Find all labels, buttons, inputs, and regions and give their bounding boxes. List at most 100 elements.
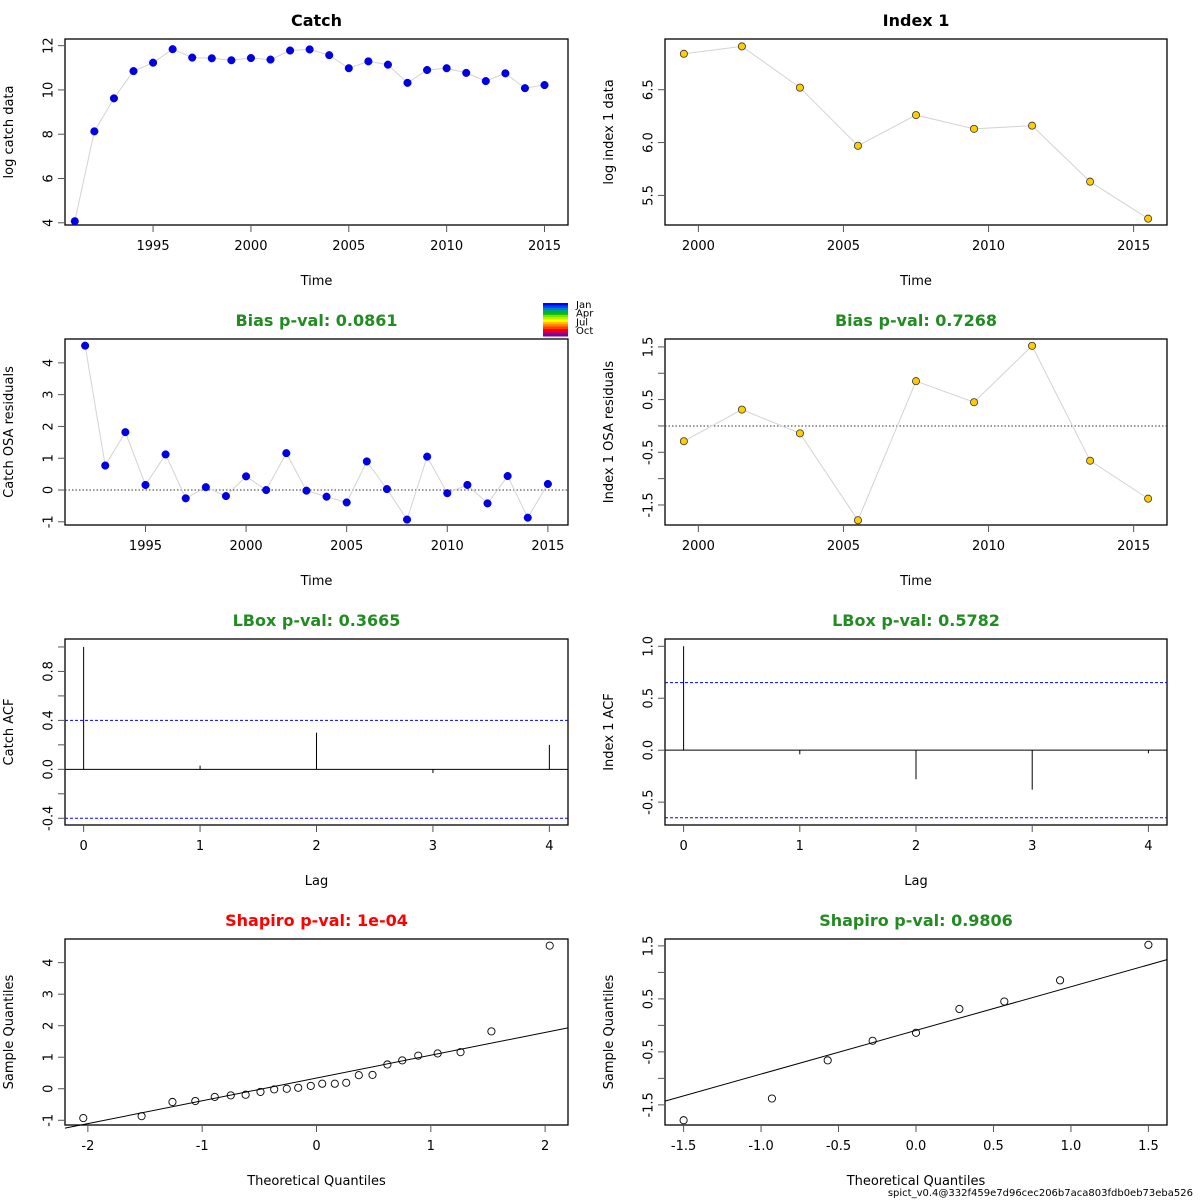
x-axis-label: Time — [300, 574, 333, 589]
qq-point — [226, 1091, 235, 1100]
x-tick-label: 2010 — [430, 239, 463, 254]
qq-reference-line — [664, 959, 1168, 1102]
y-tick-label: -0.4 — [42, 806, 57, 831]
x-tick-label: 2010 — [972, 539, 1005, 554]
data-marks — [679, 42, 1153, 223]
x-tick-label: 2005 — [332, 239, 365, 254]
plot-frame — [64, 938, 569, 1126]
x-tick-label: 0.5 — [983, 1139, 1004, 1154]
x-tick-label: 2 — [912, 839, 920, 854]
data-point — [70, 217, 79, 226]
series-line — [683, 345, 1149, 522]
y-axis: -0.4 0.0 0.4 0.8 — [42, 646, 65, 831]
x-axis: 1995 2000 2005 2010 2015 — [129, 525, 564, 554]
qq-point — [282, 1084, 291, 1093]
data-point — [90, 127, 99, 136]
data-point — [201, 483, 210, 492]
data-point — [462, 68, 471, 77]
qq-point — [241, 1090, 250, 1099]
y-tick-label: -1 — [42, 515, 57, 528]
y-axis: -1.5 -0.5 0.5 1.5 — [642, 337, 665, 518]
data-point — [342, 498, 351, 507]
x-tick-label: 2015 — [531, 539, 564, 554]
x-tick-label: 2 — [541, 1139, 549, 1154]
y-tick-label: 6.5 — [642, 79, 657, 100]
x-tick-label: -1.5 — [671, 1139, 696, 1154]
y-tick-label: 0.5 — [642, 989, 657, 1010]
data-marks — [64, 941, 569, 1129]
data-point — [1086, 456, 1095, 465]
y-tick-label: 6 — [42, 174, 57, 182]
data-point — [423, 65, 432, 75]
panel-index-data: Index 1 2000 2005 2010 2015 5.5 6.0 6.5 Time log … — [602, 11, 1168, 289]
data-point — [970, 124, 979, 133]
plot-frame — [664, 938, 1168, 1126]
data-point — [221, 492, 231, 501]
y-axis: -1 0 1 2 3 4 — [42, 359, 65, 528]
panel-index-residuals: Bias p-val: 0.7268 2000 2005 2010 2015 -1.5 -0… — [602, 311, 1168, 589]
plot-frame — [64, 638, 569, 826]
legend-color-swatch — [543, 324, 568, 328]
data-point — [795, 429, 804, 438]
x-axis-label: Time — [899, 274, 932, 289]
x-axis: 2000 2005 2010 2015 — [682, 525, 1150, 554]
qq-point — [368, 1070, 377, 1079]
x-tick-label: 1 — [196, 839, 204, 854]
qq-point — [1144, 940, 1153, 949]
x-axis-label: Theoretical Quantiles — [246, 1174, 386, 1189]
qq-point — [306, 1081, 315, 1090]
data-point — [129, 67, 138, 76]
data-point — [322, 492, 331, 501]
data-point — [463, 480, 472, 489]
y-axis-label: log index 1 data — [602, 79, 617, 184]
series-line — [683, 45, 1149, 220]
series-line — [74, 48, 545, 222]
data-point — [286, 46, 295, 55]
x-tick-label: 3 — [1028, 839, 1036, 854]
x-tick-label: 1995 — [129, 539, 162, 554]
x-tick-label: 2005 — [330, 539, 363, 554]
data-point — [242, 472, 251, 481]
data-point — [1086, 177, 1095, 186]
data-point — [442, 64, 451, 73]
x-tick-label: 0 — [679, 839, 687, 854]
x-tick-label: 2015 — [1117, 539, 1150, 554]
y-tick-label: -0.5 — [642, 789, 657, 814]
data-point — [1028, 121, 1037, 130]
x-axis: 2000 2005 2010 2015 — [682, 225, 1150, 254]
x-tick-label: -1.0 — [748, 1139, 773, 1154]
qq-point — [398, 1056, 407, 1065]
x-tick-label: 0 — [79, 839, 87, 854]
data-point — [853, 141, 862, 150]
legend-color-swatch — [543, 312, 568, 316]
data-point — [262, 485, 271, 495]
data-point — [181, 494, 190, 503]
qq-point — [270, 1085, 279, 1094]
y-axis: 5.5 6.0 6.5 — [642, 79, 665, 206]
qq-point — [679, 1116, 688, 1125]
data-point — [246, 53, 255, 63]
x-axis: -1.5 -1.0 -0.5 0.0 0.5 1.0 1.5 — [671, 1125, 1159, 1154]
y-tick-label: 0 — [42, 486, 57, 494]
qq-point — [823, 1056, 832, 1065]
data-point — [325, 51, 334, 60]
legend-month-label: Jan — [575, 300, 591, 311]
legend-color-swatch — [543, 310, 568, 313]
data-point — [912, 111, 921, 120]
qq-point — [191, 1096, 200, 1106]
x-tick-label: 2 — [312, 839, 320, 854]
data-point — [383, 60, 392, 69]
data-point — [501, 69, 510, 78]
panel-title: Shapiro p-val: 1e-04 — [225, 911, 408, 930]
panel-catch-qq: Shapiro p-val: 1e-04 -2 -1 0 1 2 -1 0 1 2 3 4 Theore… — [2, 911, 569, 1189]
panel-title: Shapiro p-val: 0.9806 — [819, 911, 1013, 930]
y-tick-label: 8 — [42, 130, 57, 138]
y-tick-label: 0.0 — [42, 759, 57, 780]
data-point — [266, 55, 275, 64]
data-point — [543, 479, 552, 489]
x-axis-label: Time — [300, 274, 333, 289]
data-point — [109, 94, 118, 103]
y-tick-label: 5.5 — [642, 185, 657, 206]
qq-point — [256, 1087, 265, 1096]
